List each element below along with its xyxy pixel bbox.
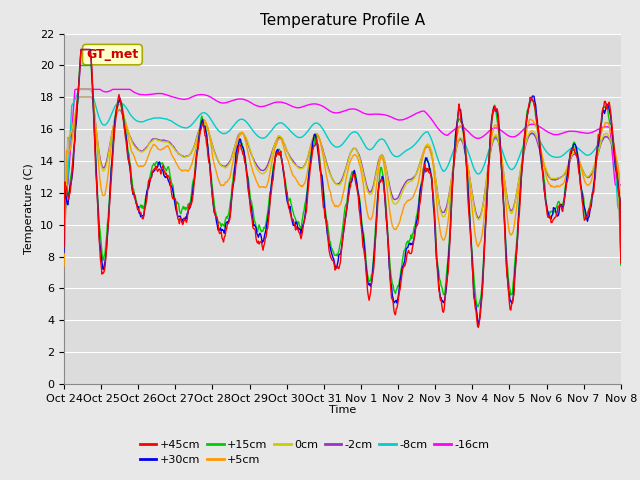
Legend: +45cm, +30cm, +15cm, +5cm, 0cm, -2cm, -8cm, -16cm: +45cm, +30cm, +15cm, +5cm, 0cm, -2cm, -8… bbox=[136, 435, 493, 469]
Y-axis label: Temperature (C): Temperature (C) bbox=[24, 163, 35, 254]
Title: Temperature Profile A: Temperature Profile A bbox=[260, 13, 425, 28]
Text: GT_met: GT_met bbox=[86, 48, 138, 61]
X-axis label: Time: Time bbox=[329, 405, 356, 415]
